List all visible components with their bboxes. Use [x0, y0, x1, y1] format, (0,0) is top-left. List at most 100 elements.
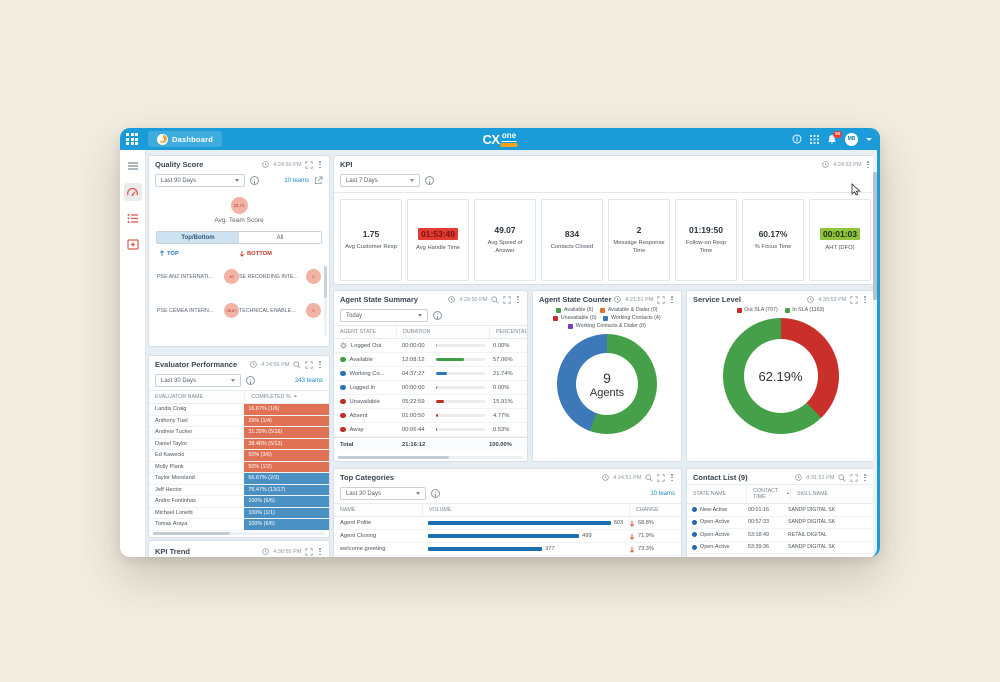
- expand-icon[interactable]: [503, 295, 512, 304]
- expand-icon[interactable]: [305, 160, 314, 169]
- table-row[interactable]: New-Active 00:01:16 SANDP DIGITAL SK: [687, 504, 874, 517]
- scrollbar-thumb[interactable]: [873, 172, 877, 300]
- expand-icon[interactable]: [850, 295, 859, 304]
- table-row[interactable]: Absent 01:00:50 4.77%: [334, 409, 527, 424]
- info-icon[interactable]: [250, 176, 259, 186]
- kpi-card[interactable]: 00:01:03 AHT (DFO): [809, 199, 871, 282]
- table-row[interactable]: Daniel Taylor 38.46% (5/13): [149, 438, 329, 451]
- notifications-bell-icon[interactable]: 20: [827, 130, 842, 145]
- table-row[interactable]: Landis Craig 16.67% (1/6): [149, 404, 329, 416]
- kpi-card[interactable]: 1.75 Avg Customer Resp: [340, 199, 402, 282]
- info-icon[interactable]: [246, 376, 255, 386]
- table-row[interactable]: Open-Active 53:39:36 SANDP DIGITAL SK: [687, 542, 874, 555]
- teams-link[interactable]: 10 teams: [650, 490, 675, 497]
- kebab-menu-icon[interactable]: [865, 160, 871, 169]
- table-row[interactable]: Agent Polite 603 68.8%: [334, 517, 681, 531]
- apps-grid-icon[interactable]: [810, 134, 819, 144]
- table-row[interactable]: Logged Out 00:00:00 0.00%: [334, 339, 527, 354]
- table-row[interactable]: Ed Kawecki 50% (3/6): [149, 450, 329, 462]
- dashboard-tab[interactable]: Dashboard: [148, 131, 222, 147]
- quality-score-range-select[interactable]: Last 90 Days: [155, 174, 245, 188]
- table-row[interactable]: Taylor Moreland 66.67% (2/3): [149, 473, 329, 485]
- table-row[interactable]: Michael Lonetti 100% (1/1): [149, 507, 329, 520]
- table-row[interactable]: Open-Active 00:57:33 SANDP DIGITAL SK: [687, 517, 874, 530]
- search-icon[interactable]: [645, 473, 653, 482]
- legend-item[interactable]: Unavailable (0): [553, 315, 596, 321]
- kebab-menu-icon[interactable]: [317, 360, 323, 369]
- legend-item[interactable]: Available & Dialer (0): [600, 307, 658, 313]
- kpi-card[interactable]: 01:53:49 Avg Handle Time: [407, 199, 469, 282]
- kpi-card[interactable]: 2 Message Response Time: [608, 199, 670, 282]
- table-row[interactable]: Andre Fontinhas 100% (6/6): [149, 496, 329, 508]
- table-row[interactable]: Open-Active 53:18:49 RETAIL DIGITAL: [687, 529, 874, 542]
- help-info-icon[interactable]: [792, 134, 802, 144]
- kebab-menu-icon[interactable]: [317, 160, 323, 169]
- table-row[interactable]: Working Co... 04:37:27 21.74%: [334, 367, 527, 382]
- app-launcher-icon[interactable]: [126, 133, 138, 145]
- teams-link[interactable]: 10 teams: [284, 177, 309, 184]
- sidebar-item-list[interactable]: [124, 209, 142, 227]
- evaluator-range-select[interactable]: Last 30 Days: [155, 374, 241, 388]
- widget-hscrollbar[interactable]: [338, 456, 523, 459]
- top-categories-range-select[interactable]: Last 30 Days: [340, 487, 426, 501]
- expand-icon[interactable]: [657, 473, 666, 482]
- search-icon[interactable]: [838, 473, 846, 482]
- bottom-team-item[interactable]: TECHNICAL ENABLE... 0: [239, 303, 321, 319]
- expand-icon[interactable]: [305, 547, 314, 556]
- legend-item[interactable]: Working Contacts & Dialer (0): [568, 323, 646, 329]
- table-row[interactable]: Logged In 00:00:00 0.00%: [334, 381, 527, 396]
- table-row[interactable]: Anthony Tuel 25% (1/4): [149, 415, 329, 428]
- table-row[interactable]: Away 00:06:44 0.53%: [334, 423, 527, 438]
- kebab-menu-icon[interactable]: [862, 473, 868, 482]
- legend-item[interactable]: In SLA (1163): [784, 307, 824, 313]
- chevron-down-icon[interactable]: [866, 137, 872, 141]
- sidebar-item-dashboard[interactable]: [123, 183, 142, 201]
- kpi-card[interactable]: 60.17% % Focus Time: [742, 199, 804, 282]
- table-row[interactable]: Tomas Araya 100% (6/6): [149, 519, 329, 531]
- legend-item[interactable]: Out SLA (707): [736, 307, 778, 313]
- expand-icon[interactable]: [657, 295, 666, 304]
- table-row[interactable]: Agent Closing 499 71.9%: [334, 530, 681, 544]
- top-team-item[interactable]: PSE ANZ INTERNATI... 40: [157, 269, 239, 285]
- expand-icon[interactable]: [305, 360, 314, 369]
- content-scrollbar[interactable]: [873, 150, 877, 557]
- info-icon[interactable]: [425, 176, 434, 186]
- table-row[interactable]: Available 12:08:12 57.06%: [334, 353, 527, 368]
- top-team-item[interactable]: PSE CEMEA INTERN... 38.67: [157, 303, 239, 319]
- legend-item[interactable]: Working Contacts (4): [603, 315, 661, 321]
- kpi-card[interactable]: 49.07 Avg Speed of Answer: [474, 199, 536, 282]
- legend-item[interactable]: Available (5): [556, 307, 593, 313]
- table-row[interactable]: Unavailable 05:22:59 15.91%: [334, 395, 527, 410]
- table-row[interactable]: welcome greeting 377 73.3%: [334, 543, 681, 557]
- search-icon[interactable]: [293, 360, 301, 369]
- sort-icon[interactable]: [293, 394, 298, 400]
- widget-scrollbar[interactable]: [324, 266, 327, 336]
- table-row[interactable]: Molly Plank 50% (1/2): [149, 461, 329, 474]
- open-external-icon[interactable]: [314, 176, 323, 185]
- info-icon[interactable]: [431, 489, 440, 499]
- search-icon[interactable]: [491, 295, 499, 304]
- tab-top-bottom[interactable]: Top/Bottom: [157, 232, 239, 244]
- info-icon[interactable]: [433, 311, 442, 321]
- agent-state-range-select[interactable]: Today: [340, 309, 428, 323]
- kebab-menu-icon[interactable]: [862, 295, 868, 304]
- avatar[interactable]: MB: [845, 132, 858, 146]
- kpi-card[interactable]: 01:19:50 Follow-on Resp Time: [675, 199, 737, 282]
- kpi-range-select[interactable]: Last 7 Days: [340, 174, 420, 188]
- expand-icon[interactable]: [850, 473, 859, 482]
- table-row[interactable]: Andrew Tucker 31.25% (5/16): [149, 427, 329, 439]
- teams-link[interactable]: 243 teams: [294, 377, 323, 384]
- kebab-menu-icon[interactable]: [669, 295, 675, 304]
- kebab-menu-icon[interactable]: [515, 295, 521, 304]
- kebab-menu-icon[interactable]: [669, 473, 675, 482]
- table-row[interactable]: Open-Active 53:39:53 SANDP DIGITAL SK: [687, 554, 874, 558]
- widget-hscrollbar[interactable]: [153, 532, 325, 535]
- bottom-team-item[interactable]: SE RECORDING INTE... 0: [239, 269, 321, 285]
- kebab-menu-icon[interactable]: [317, 547, 323, 556]
- table-row[interactable]: Jeff Hector 76.47% (13/17): [149, 484, 329, 497]
- tab-all[interactable]: All: [239, 232, 321, 244]
- kpi-card[interactable]: 834 Contacts Closed: [541, 199, 603, 282]
- sidebar-item-menu[interactable]: [124, 157, 142, 175]
- sort-icon[interactable]: [786, 491, 790, 497]
- sidebar-item-schedule[interactable]: [124, 235, 142, 253]
